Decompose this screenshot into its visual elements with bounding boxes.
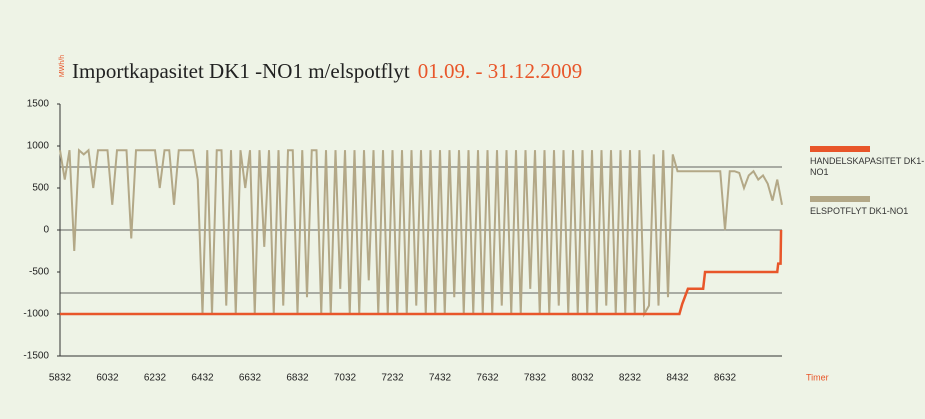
y-tick-label: 1500 (27, 99, 50, 110)
legend-label: HANDELSKAPASITET DK1-NO1 (810, 156, 925, 177)
x-tick-label: 8632 (714, 373, 737, 384)
x-axis-label: Timer (806, 372, 829, 382)
series-line (59, 148, 783, 318)
y-tick-label: -500 (29, 267, 49, 278)
subtitle: 01.09. - 31.12.2009 (418, 59, 583, 83)
x-tick-label: 6632 (239, 373, 262, 384)
x-tick-label: 8232 (619, 373, 642, 384)
y-tick-label: 0 (43, 225, 49, 236)
x-tick-label: 5832 (49, 373, 72, 384)
legend-label: ELSPOTFLYT DK1-NO1 (810, 206, 909, 216)
x-tick-label: 8432 (666, 373, 689, 384)
x-tick-label: 7232 (381, 373, 404, 384)
x-tick-label: 6432 (191, 373, 214, 384)
y-tick-label: 500 (32, 183, 49, 194)
y-tick-label: -1500 (23, 351, 49, 362)
chart-title: Importkapasitet DK1 -NO1 m/elspotflyt 01.… (72, 59, 582, 83)
legend-swatch (810, 146, 870, 152)
x-tick-label: 7432 (429, 373, 452, 384)
x-tick-label: 6032 (96, 373, 119, 384)
x-tick-label: 6232 (144, 373, 167, 384)
y-tick-label: -1000 (23, 309, 49, 320)
x-tick-label: 8032 (571, 373, 594, 384)
x-tick-label: 6832 (286, 373, 309, 384)
x-tick-label: 7632 (476, 373, 499, 384)
y-tick-label: 1000 (27, 141, 50, 152)
y-axis-label: MWh/h (59, 55, 66, 77)
x-tick-label: 7032 (334, 373, 357, 384)
title: Importkapasitet DK1 -NO1 m/elspotflyt (72, 59, 410, 83)
legend-swatch (810, 196, 870, 202)
series-line (60, 229, 783, 316)
x-tick-label: 7832 (524, 373, 547, 384)
